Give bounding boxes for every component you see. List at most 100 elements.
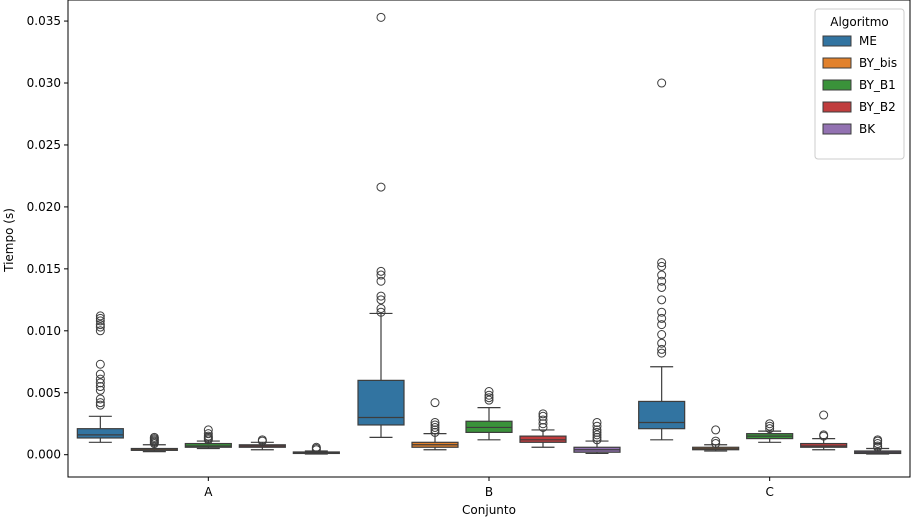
- outlier-point: [95, 385, 105, 395]
- legend-label-BY_B2: BY_B2: [859, 100, 896, 114]
- outlier-point: [149, 432, 159, 442]
- outlier-point: [95, 316, 105, 326]
- legend-swatch-BY_bis: [822, 57, 852, 69]
- box-BY_bis-A: [130, 432, 178, 453]
- outlier-point: [657, 258, 667, 268]
- outlier-point: [592, 421, 602, 431]
- outlier-point: [657, 282, 667, 292]
- legend-label-BK: BK: [859, 122, 876, 136]
- x-tick-label: A: [204, 485, 213, 499]
- outlier-point: [592, 425, 602, 435]
- outlier-point: [484, 395, 494, 405]
- outlier-point: [430, 427, 440, 437]
- outlier-point: [538, 419, 548, 429]
- box-ME-C: [638, 78, 686, 441]
- box-BY_B1-C: [746, 419, 794, 443]
- outlier-point: [430, 398, 440, 408]
- outlier-point: [592, 427, 602, 437]
- outlier-point: [657, 261, 667, 271]
- box-body: [76, 428, 124, 439]
- outlier-point: [873, 435, 883, 445]
- legend-title: Algoritmo: [830, 15, 889, 29]
- y-tick-label: 0.005: [27, 386, 61, 400]
- outlier-point: [376, 295, 386, 305]
- outlier-point: [765, 424, 775, 434]
- legend-label-BY_bis: BY_bis: [859, 56, 897, 70]
- outlier-point: [592, 432, 602, 442]
- y-tick-label: 0.000: [27, 448, 61, 462]
- y-axis-label: Tiempo (s): [2, 208, 16, 273]
- legend: Algoritmo ME BY_bis BY_B1 BY_B2 BK: [814, 8, 905, 160]
- box-BK-A: [292, 442, 340, 455]
- x-axis-label: Conjunto: [462, 503, 516, 517]
- box-BK-B: [573, 417, 621, 455]
- outlier-point: [376, 182, 386, 192]
- box-body: [638, 400, 686, 430]
- box-BY_bis-B: [411, 398, 459, 451]
- outlier-point: [95, 311, 105, 321]
- outlier-point: [95, 320, 105, 330]
- box-body: [519, 435, 567, 443]
- outlier-point: [657, 307, 667, 317]
- y-tick-label: 0.030: [27, 76, 61, 90]
- box-body: [465, 420, 513, 433]
- outlier-point: [95, 382, 105, 392]
- box-BY_B1-A: [184, 425, 232, 450]
- outlier-point: [657, 276, 667, 286]
- legend-swatch-ME: [822, 35, 852, 47]
- outlier-point: [819, 410, 829, 420]
- outlier-point: [95, 374, 105, 384]
- box-BY_B2-B: [519, 409, 567, 448]
- outlier-point: [538, 411, 548, 421]
- outlier-point: [376, 12, 386, 22]
- outlier-point: [95, 369, 105, 379]
- outlier-point: [538, 409, 548, 419]
- legend-swatch-BK: [822, 123, 852, 135]
- outlier-point: [95, 400, 105, 410]
- outlier-point: [376, 270, 386, 280]
- outlier-point: [873, 439, 883, 449]
- outlier-point: [203, 425, 213, 435]
- outlier-point: [484, 390, 494, 400]
- outlier-point: [430, 420, 440, 430]
- y-tick-label: 0.015: [27, 262, 61, 276]
- plot-area: [67, 0, 911, 478]
- box-body: [357, 379, 405, 426]
- outlier-point: [873, 441, 883, 451]
- outlier-point: [376, 304, 386, 314]
- outlier-point: [657, 330, 667, 340]
- outlier-point: [657, 78, 667, 88]
- outlier-point: [657, 270, 667, 280]
- outlier-point: [376, 291, 386, 301]
- outlier-point: [203, 431, 213, 441]
- outlier-point: [657, 313, 667, 323]
- outlier-point: [376, 276, 386, 286]
- outlier-point: [538, 422, 548, 432]
- box-BY_B2-C: [800, 410, 848, 451]
- outlier-point: [592, 435, 602, 445]
- outlier-point: [95, 398, 105, 408]
- box-BY_bis-C: [692, 425, 740, 452]
- y-tick-label: 0.025: [27, 138, 61, 152]
- outlier-point: [711, 425, 721, 435]
- outlier-point: [765, 419, 775, 429]
- x-tick-label: B: [485, 485, 493, 499]
- outlier-point: [657, 320, 667, 330]
- outlier-point: [257, 435, 267, 445]
- outlier-point: [711, 436, 721, 446]
- box-BY_B2-A: [238, 435, 286, 451]
- outlier-point: [592, 417, 602, 427]
- outlier-point: [376, 307, 386, 317]
- box-BK-C: [854, 435, 902, 455]
- x-axis: A B C: [204, 477, 774, 499]
- outlier-point: [484, 387, 494, 397]
- outlier-point: [95, 394, 105, 404]
- box-ME-A: [76, 311, 124, 443]
- box-body: [800, 442, 848, 448]
- legend-label-BY_B1: BY_B1: [859, 78, 896, 92]
- legend-swatch-BY_B1: [822, 79, 852, 91]
- outlier-point: [657, 348, 667, 358]
- box-ME-B: [357, 12, 405, 438]
- outlier-point: [203, 429, 213, 439]
- y-tick-label: 0.020: [27, 200, 61, 214]
